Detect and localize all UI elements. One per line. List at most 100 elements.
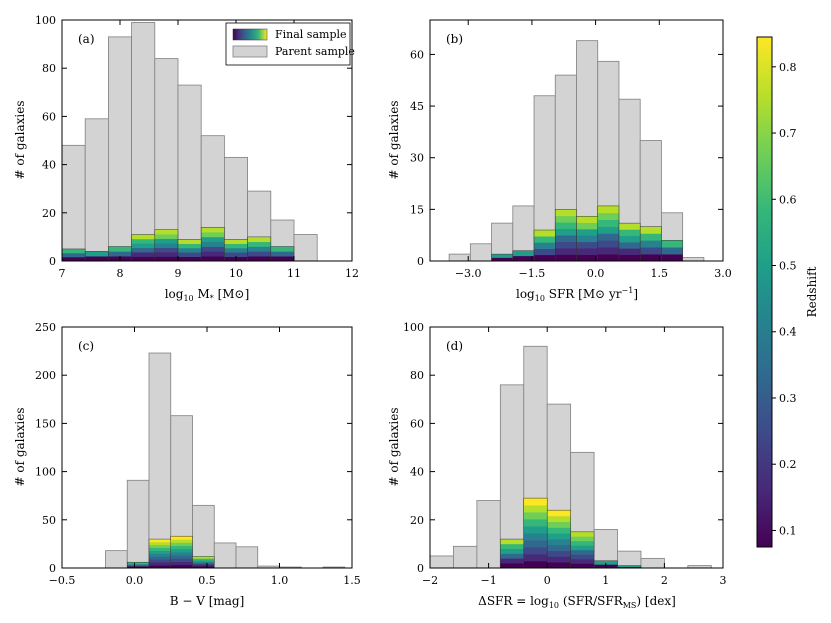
panel-c-final-bar-3-segment-5 (170, 548, 193, 553)
panel-c-final-bar-4 (192, 556, 215, 569)
colorbar-tick-label-4: 0.5 (779, 260, 797, 273)
panel-d-final-bar-6-segment-2 (570, 554, 595, 560)
panel-a-ticks: 7 8 9 10 11 12 0 20 40 60 80 100 (35, 14, 359, 280)
panel-a-final-bar-0-segment-0 (62, 256, 86, 262)
panel-d-parent-bar-0 (429, 555, 454, 569)
panel-c-label: (c) (78, 339, 94, 353)
panel-d-final-bar-3-segment-4 (500, 543, 524, 550)
panel-b-final-bar-4-segment-2 (534, 242, 556, 249)
panel-b-final-bar-4-segment-4 (534, 230, 556, 237)
panel-d-final-bar-3-segment-2 (500, 553, 524, 559)
panel-b-final-bar-2-segment-1 (491, 254, 513, 258)
panel-b-xtick-label-1: −1.5 (519, 267, 546, 280)
panel-c-final-bar-1-segment-1 (127, 564, 149, 567)
panel-b-final-bar-6-segment-1 (576, 248, 598, 255)
panel-d-final-bar-8-segment-1 (617, 565, 641, 568)
panel-c-final-bar-4-segment-0 (192, 566, 215, 569)
panel-b-final-bar-4-segment-0 (534, 254, 556, 262)
panel-c-ytick-label-1: 50 (42, 514, 56, 527)
panel-b-final-bar-6-segment-3 (576, 235, 598, 243)
panel-b-final-bar-9-segment-2 (640, 240, 662, 248)
panel-c-final-bar-1 (127, 561, 150, 569)
panel-b-final-bar-5-segment-5 (555, 222, 577, 230)
panel-c-ytick-label-5: 250 (35, 321, 56, 334)
colorbar-label: Redshift (805, 266, 819, 317)
panel-d-ytick-label-5: 100 (403, 321, 424, 334)
panel-d-final-bar-4-segment-2 (523, 547, 548, 555)
panel-b-parent-bar-11 (682, 257, 705, 262)
panel-d-final-bar-3-segment-1 (500, 558, 524, 564)
panel-b-final-bar-10 (661, 240, 683, 262)
panel-d-parent-bar-2 (476, 500, 501, 569)
panel-d-final-bar-6-segment-0 (570, 563, 595, 569)
panel-a-final-bar-6-segment-6 (201, 227, 225, 233)
panel-a-bars (61, 22, 318, 262)
panel-a-xtick-label-5: 12 (345, 267, 359, 280)
panel-b-final-bar-5-segment-6 (555, 215, 577, 223)
legend-final-swatch (232, 28, 268, 41)
panel-b-final-bar-7-segment-7 (597, 205, 619, 214)
legend: Final sample Parent sample (225, 22, 355, 66)
panel-c-final-bar-3-segment-6 (170, 545, 193, 550)
colorbar-tick-label-1: 0.2 (779, 458, 797, 471)
panel-d-final-bar-6-segment-1 (570, 558, 595, 564)
panel-c-parent-bar-6 (235, 546, 259, 569)
panel-b-final-bar-6-segment-4 (576, 229, 598, 236)
panel-a-ytick-label-0: 0 (49, 255, 56, 268)
panel-d-final-bar-3-segment-0 (500, 563, 524, 569)
panel-d-xtick-label-0: −2 (422, 574, 438, 587)
panel-a-final-bar-3-segment-2 (131, 247, 155, 253)
panel-b-parent-bar-0 (448, 253, 471, 262)
panel-d-final-bar-5 (546, 509, 571, 569)
panel-b-final-bar-8-segment-3 (618, 235, 641, 243)
panel-a-xtick-label-3: 10 (229, 267, 243, 280)
panel-b-ytick-label-1: 15 (410, 203, 424, 216)
panel-a-final-bar-2-segment-1 (108, 251, 132, 257)
panel-b-final-bar-3-segment-0 (512, 255, 535, 262)
panel-d-final-bar-4-segment-6 (523, 519, 548, 527)
panel-b-final-bar-5-segment-3 (555, 235, 577, 242)
panel-a-final-bar-0-segment-1 (62, 252, 86, 258)
panel-a-parent-bar-1 (84, 118, 109, 262)
panel-a-final-bar-4-segment-6 (154, 229, 178, 235)
panel-b-final-bar-8-segment-0 (618, 254, 641, 262)
panel-c-ytick-label-3: 150 (35, 417, 56, 430)
panel-d-xtick-label-3: 1 (602, 574, 609, 587)
colorbar-tick-label-0: 0.1 (779, 524, 797, 537)
panel-c-xtick-label-1: 0.0 (126, 574, 144, 587)
panel-c-xtick-label-3: 1.0 (271, 574, 289, 587)
panel-b-ytick-label-4: 60 (410, 48, 424, 61)
panel-c-final-bar-2-segment-1 (149, 562, 171, 566)
panel-b-final-bar-10-segment-2 (661, 240, 683, 248)
panel-a-final-bar-6-segment-5 (201, 232, 225, 238)
panel-d-final-bar-3 (500, 538, 525, 569)
panel-c-final-bar-2-segment-8 (149, 541, 171, 546)
panel-c-parent-bar-2 (148, 352, 172, 569)
panel-d-final-bar-6-segment-4 (570, 545, 595, 551)
panel-d-final-bar-4 (523, 497, 548, 569)
panel-a-final-bar-7-segment-4 (224, 239, 248, 244)
panel-b-final-bar-9-segment-4 (640, 226, 662, 234)
panel-c-ticks: −0.5 0.0 0.5 1.0 1.5 0 50 100 150 200 250 (35, 321, 361, 587)
panel-c-final-bar-2-segment-0 (149, 565, 171, 569)
panel-b-xtick-label-0: −3.0 (455, 267, 482, 280)
panel-c-ytick-label-4: 200 (35, 369, 56, 382)
panel-c-ylabel: # of galaxies (13, 407, 27, 486)
panel-c-final-bar-1-segment-0 (127, 566, 149, 569)
panel-b-ytick-label-0: 0 (417, 255, 424, 268)
panel-c-xtick-label-4: 1.5 (343, 574, 361, 587)
panel-a-final-bar-2-segment-2 (108, 246, 132, 252)
panel-c-final-bar-2 (148, 538, 171, 569)
panel-b-final-bar-7-segment-3 (597, 233, 619, 241)
panel-c-final-bar-2-segment-4 (149, 553, 171, 557)
panel-b-final-bar-2-segment-0 (491, 257, 513, 262)
panel-a-final-bar-4 (154, 229, 179, 262)
panel-a-final-bar-0 (61, 248, 86, 262)
panel-d-final-bar-5-segment-5 (547, 533, 571, 540)
panel-c-final-bar-2-segment-7 (149, 544, 171, 549)
panel-a-final-bar-5-segment-3 (178, 243, 202, 249)
panel-b-final-bar-8-segment-1 (618, 248, 641, 255)
panel-d-ticks: −2 −1 0 1 2 3 0 20 40 60 80 100 (403, 321, 727, 587)
panel-d-final-bar-4-segment-1 (523, 554, 548, 562)
panel-a-final-bar-3-segment-5 (131, 234, 155, 240)
